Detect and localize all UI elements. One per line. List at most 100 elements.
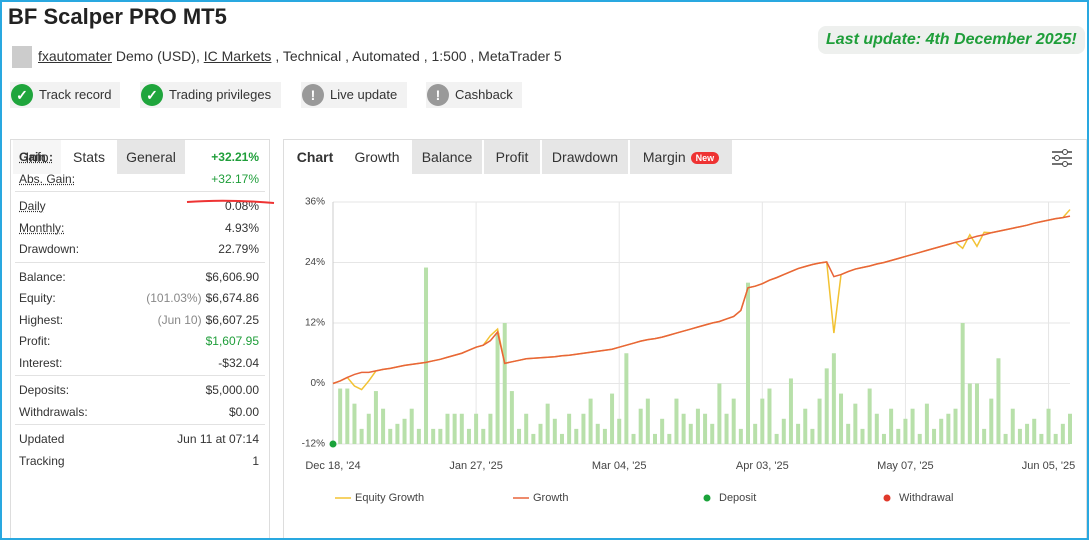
- bar: [567, 413, 572, 444]
- point: [329, 440, 337, 448]
- bar: [667, 433, 672, 444]
- bar: [431, 428, 436, 444]
- bar: [409, 408, 414, 444]
- bar: [517, 428, 522, 444]
- settings-icon[interactable]: [1050, 148, 1074, 168]
- stat-value-wrap: 1: [252, 454, 259, 468]
- bar: [796, 423, 801, 444]
- bar: [910, 408, 915, 444]
- bar: [960, 323, 965, 444]
- bar: [438, 428, 443, 444]
- stat-value: $6,607.25: [205, 312, 259, 327]
- bar: [932, 428, 937, 444]
- bar: [1003, 433, 1008, 444]
- stat-row: Daily 0.08%: [19, 199, 259, 213]
- bar: [724, 413, 729, 444]
- bar: [452, 413, 457, 444]
- bar: [967, 383, 972, 444]
- bar: [1032, 418, 1037, 444]
- divider: [15, 191, 265, 192]
- bar: [889, 408, 894, 444]
- bar: [545, 403, 550, 444]
- tab[interactable]: Stats: [63, 140, 115, 174]
- tab[interactable]: Info: [13, 140, 61, 174]
- stat-value-wrap: +32.21%: [211, 150, 259, 164]
- bar: [703, 413, 708, 444]
- bar: [803, 408, 808, 444]
- bar: [831, 353, 836, 444]
- bar: [1017, 428, 1022, 444]
- bar: [953, 408, 958, 444]
- bar: [352, 403, 357, 444]
- stat-value: 0.08%: [224, 199, 259, 213]
- legend-label: Withdrawal: [899, 492, 953, 504]
- badge-icon: ✓: [11, 84, 33, 106]
- bar: [617, 418, 622, 444]
- bar: [631, 433, 636, 444]
- stat-row: Balance: $6,606.90: [19, 270, 259, 284]
- last-update: Last update: 4th December 2025!: [818, 26, 1085, 54]
- bar: [810, 428, 815, 444]
- stat-value: $0.00: [228, 404, 259, 419]
- bar: [424, 267, 429, 444]
- bar: [688, 423, 693, 444]
- broker-link[interactable]: IC Markets: [203, 48, 272, 64]
- tab[interactable]: Balance: [412, 140, 482, 174]
- bar: [717, 383, 722, 444]
- chart-panel: Chart Growth Balance Profit Drawdown Margin Ne…: [283, 139, 1087, 538]
- stat-note: (101.03%): [146, 291, 202, 305]
- stat-value: 1: [252, 453, 259, 468]
- bar: [989, 398, 994, 444]
- bar: [388, 428, 393, 444]
- stat-row: Deposits: $5,000.00: [19, 383, 259, 397]
- stat-row: Monthly: 4.93%: [19, 221, 259, 235]
- divider: [15, 261, 265, 263]
- bar: [681, 413, 686, 444]
- tab[interactable]: Growth: [344, 140, 410, 174]
- tab[interactable]: Margin New: [630, 140, 732, 174]
- badge-label: Live update: [330, 87, 398, 102]
- bar: [903, 418, 908, 444]
- stat-row: Abs. Gain: +32.17%: [19, 172, 259, 186]
- tab: Chart: [288, 140, 342, 174]
- bar: [1039, 433, 1044, 444]
- stat-value-wrap: $1,607.95: [206, 334, 259, 348]
- bar: [1025, 423, 1030, 444]
- x-tick-label: Jun 05, '25: [1022, 460, 1075, 472]
- user-link[interactable]: fxautomater: [38, 48, 112, 64]
- stat-value: 4.93%: [224, 220, 259, 235]
- stat-label: Updated: [19, 432, 65, 446]
- bar: [538, 423, 543, 444]
- stat-value-wrap: 22.79%: [218, 242, 259, 256]
- legend-label: Growth: [533, 492, 568, 504]
- bar: [610, 393, 615, 444]
- tab[interactable]: Drawdown: [542, 140, 628, 174]
- badge-icon: !: [302, 84, 324, 106]
- tab[interactable]: Profit: [484, 140, 540, 174]
- divider: [15, 424, 265, 425]
- bar: [774, 433, 779, 444]
- line: [332, 209, 1071, 391]
- bar: [982, 428, 987, 444]
- bar: [474, 413, 479, 444]
- stat-value: $6,674.86: [205, 291, 259, 305]
- bar: [710, 423, 715, 444]
- badge-label: Cashback: [455, 87, 513, 102]
- bar: [552, 418, 557, 444]
- bar: [860, 428, 865, 444]
- x-tick-label: Jan 27, '25: [449, 460, 502, 472]
- line: [332, 215, 1071, 385]
- stat-row: Profit: $1,607.95: [19, 334, 259, 348]
- bar: [731, 398, 736, 444]
- bar: [881, 433, 886, 444]
- bar: [395, 423, 400, 444]
- bar: [1060, 423, 1065, 444]
- stat-value-wrap: +32.17%: [211, 172, 259, 186]
- stat-value: $6,606.90: [205, 269, 259, 284]
- bar: [760, 398, 765, 444]
- stat-value-wrap: Jun 11 at 07:14: [177, 432, 259, 446]
- bar: [788, 378, 793, 444]
- bar: [481, 428, 486, 444]
- tab[interactable]: General: [117, 140, 185, 174]
- bar: [781, 418, 786, 444]
